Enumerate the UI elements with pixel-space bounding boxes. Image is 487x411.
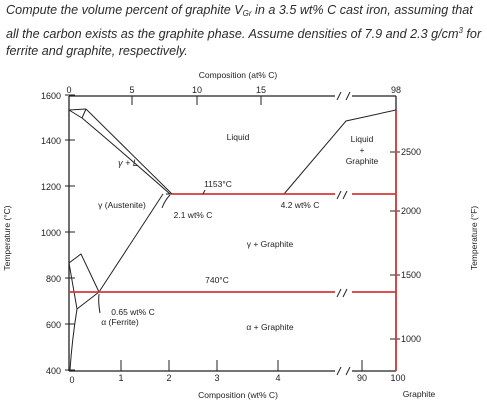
eutectoid-temperature-label: 740°C — [205, 275, 229, 285]
right-tick-2500: 2500 — [401, 147, 421, 157]
question-part2: in a 3.5 wt% C cast iron, assuming that … — [6, 3, 473, 41]
region-austenite: γ (Austenite) — [98, 200, 146, 210]
max-solubility-label: 2.1 wt% C — [174, 210, 213, 220]
question-part1: Compute the volume percent of graphite V — [6, 3, 243, 17]
bottom-tick-1: 1 — [118, 373, 123, 383]
left-tick-1000: 1000 — [41, 228, 61, 238]
bottom-tick-90: 90 — [357, 373, 367, 383]
region-gamma-liquid: γ + L — [118, 158, 138, 168]
bottom-tick-3: 3 — [214, 373, 219, 383]
left-tick-1400: 1400 — [41, 136, 61, 146]
top-tick-15: 15 — [256, 85, 266, 95]
top-tick-marks — [131, 96, 397, 105]
leader-lines — [98, 189, 206, 314]
bottom-tick-100: 100 — [390, 373, 405, 383]
phase-boundaries — [68, 108, 397, 371]
top-tick-98: 98 — [391, 85, 401, 95]
eutectic-temperature-label: 1153°C — [204, 179, 232, 189]
left-tick-600: 600 — [46, 320, 61, 330]
eutectic-composition-label: 4.2 wt% C — [281, 200, 320, 210]
region-gamma-graphite: γ + Graphite — [247, 239, 294, 249]
right-tick-2000: 2000 — [401, 206, 421, 216]
top-axis-title: Composition (at% C) — [199, 70, 278, 80]
top-tick-0: 0 — [66, 85, 71, 95]
axis-break-marks — [336, 91, 351, 376]
question-subscript: Gr — [242, 9, 252, 18]
region-liquid-graphite-2: + — [360, 145, 365, 155]
right-tick-1500: 1500 — [401, 270, 421, 280]
question-superscript: 3 — [458, 26, 463, 35]
bottom-end-label: Graphite — [403, 389, 436, 399]
top-tick-10: 10 — [192, 85, 202, 95]
question-part3: for ferrite and graphite, respectively. — [6, 27, 482, 58]
region-alpha-graphite: α + Graphite — [246, 322, 293, 332]
region-ferrite: α (Ferrite) — [101, 317, 139, 327]
bottom-axis-title: Composition (wt% C) — [198, 390, 278, 400]
bottom-tick-2: 2 — [166, 373, 171, 383]
left-tick-1600: 1600 — [41, 91, 61, 101]
region-liquid: Liquid — [227, 132, 250, 142]
left-tick-marks — [65, 94, 75, 371]
bottom-tick-4: 4 — [275, 373, 280, 383]
left-tick-400: 400 — [46, 366, 61, 376]
left-tick-800: 800 — [46, 274, 61, 284]
region-liquid-graphite-1: Liquid — [351, 134, 374, 144]
left-tick-1200: 1200 — [41, 182, 61, 192]
right-axis-title: Temperature (°F) — [469, 206, 479, 271]
bottom-tick-marks — [120, 360, 363, 371]
right-tick-marks — [390, 151, 400, 340]
region-liquid-graphite-3: Graphite — [346, 156, 379, 166]
bottom-tick-0: 0 — [69, 375, 74, 385]
right-tick-1000: 1000 — [401, 334, 421, 344]
ferrite-solubility-label: 0.65 wt% C — [111, 307, 154, 317]
problem-statement: Compute the volume percent of graphite V… — [6, 2, 484, 60]
top-tick-5: 5 — [129, 85, 134, 95]
left-axis-title: Temperature (°C) — [2, 205, 12, 270]
